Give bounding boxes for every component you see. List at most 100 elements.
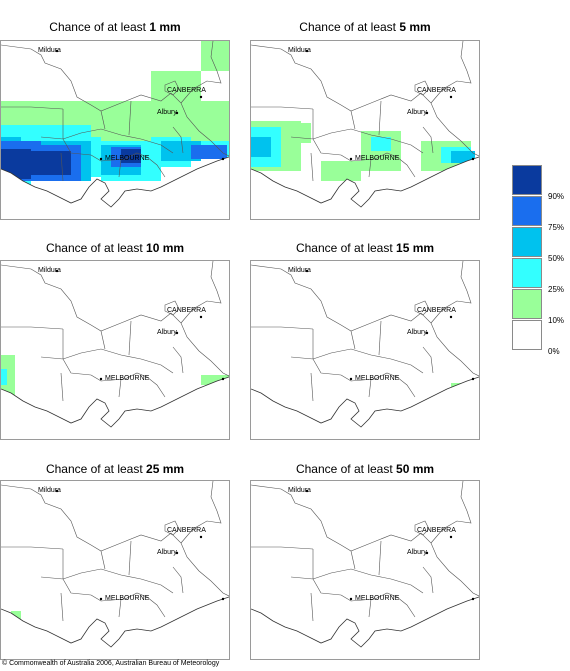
district-boundary [172, 346, 184, 374]
district-boundary [396, 156, 416, 178]
district-boundary [251, 44, 479, 157]
legend-label: 90% [548, 192, 565, 201]
district-boundary [430, 41, 472, 104]
legend-swatch [512, 289, 542, 319]
rainfall-probability-cell [181, 71, 201, 91]
town-marker [349, 157, 353, 161]
town-marker [221, 597, 225, 601]
town-marker [349, 597, 353, 601]
coastline [251, 376, 479, 428]
district-boundary [251, 326, 314, 330]
district-boundary [430, 261, 472, 324]
legend-swatch [512, 258, 542, 288]
district-boundary [118, 378, 122, 398]
legend-label: 0% [548, 347, 560, 356]
district-boundary [90, 592, 148, 602]
district-boundary [340, 372, 398, 382]
sea-area [1, 157, 229, 219]
district-boundary [1, 546, 64, 550]
district-boundary [140, 358, 174, 374]
district-boundary [350, 550, 356, 570]
coastline [1, 156, 229, 208]
rainfall-probability-cell [371, 137, 391, 151]
district-boundary [164, 80, 180, 96]
district-boundary [350, 110, 356, 130]
map-svg [1, 481, 229, 659]
district-boundary [146, 596, 166, 618]
district-boundary [340, 592, 398, 602]
district-boundary [1, 44, 229, 157]
coastline [251, 596, 479, 648]
district-boundary [251, 106, 314, 110]
town-marker [99, 377, 103, 381]
district-boundary [100, 110, 106, 130]
place-label-melbourne: MELBOURNE [355, 155, 400, 162]
district-boundary [368, 598, 372, 618]
rainfall-probability-cell [251, 137, 271, 157]
town-marker [305, 49, 309, 53]
rainfall-probability-cell [1, 125, 91, 139]
legend-swatch [512, 196, 542, 226]
town-marker [425, 551, 429, 555]
district-boundary [40, 356, 92, 376]
rainfall-probability-cell [191, 145, 227, 159]
map-panel: Mildura CANBERRA Albury MELBOURNE [250, 480, 480, 660]
legend-label: 25% [548, 285, 565, 294]
town-marker [199, 315, 203, 319]
rainfall-probability-cell [291, 123, 311, 143]
town-marker [221, 157, 225, 161]
place-label-mildura: Mildura [288, 47, 311, 54]
town-marker [99, 157, 103, 161]
town-marker [449, 315, 453, 319]
legend-label: 10% [548, 316, 565, 325]
place-label-albury: Albury [157, 109, 177, 116]
district-boundary [422, 346, 434, 374]
district-boundary [378, 320, 382, 356]
place-label-canberra: CANBERRA [417, 527, 456, 534]
district-boundary [251, 264, 479, 377]
coastline [1, 376, 229, 428]
district-boundary [312, 348, 392, 360]
town-marker [305, 269, 309, 273]
district-boundary [430, 481, 472, 544]
legend-swatch [512, 165, 542, 195]
district-boundary [172, 566, 184, 594]
rainfall-probability-cell [321, 161, 361, 181]
district-boundary [414, 80, 430, 96]
district-boundary [310, 372, 314, 402]
coastline [251, 156, 479, 208]
district-boundary [1, 484, 229, 597]
district-boundary [146, 376, 166, 398]
sea-area [251, 157, 479, 219]
district-boundary [312, 568, 392, 580]
district-boundary [164, 520, 180, 536]
place-label-melbourne: MELBOURNE [105, 155, 150, 162]
district-boundary [368, 158, 372, 178]
map-svg [251, 41, 479, 219]
place-label-melbourne: MELBOURNE [105, 595, 150, 602]
panel-title: Chance of at least 5 mm [299, 20, 431, 34]
sea-area [251, 377, 479, 439]
map-svg [1, 261, 229, 439]
place-label-canberra: CANBERRA [417, 87, 456, 94]
panel-title: Chance of at least 50 mm [295, 462, 435, 476]
district-boundary [290, 136, 342, 156]
district-boundary [40, 576, 92, 596]
place-label-mildura: Mildura [288, 487, 311, 494]
district-boundary [368, 378, 372, 398]
district-boundary [390, 578, 424, 594]
district-boundary [340, 152, 398, 162]
place-label-canberra: CANBERRA [167, 87, 206, 94]
district-boundary [140, 578, 174, 594]
sea-area [1, 377, 229, 439]
town-marker [471, 597, 475, 601]
district-boundary [90, 372, 148, 382]
district-boundary [1, 264, 229, 377]
district-boundary [118, 158, 122, 178]
district-boundary [62, 348, 142, 360]
district-boundary [60, 152, 64, 182]
place-label-melbourne: MELBOURNE [355, 375, 400, 382]
place-label-melbourne: MELBOURNE [105, 375, 150, 382]
district-boundary [128, 320, 132, 356]
district-boundary [100, 550, 106, 570]
